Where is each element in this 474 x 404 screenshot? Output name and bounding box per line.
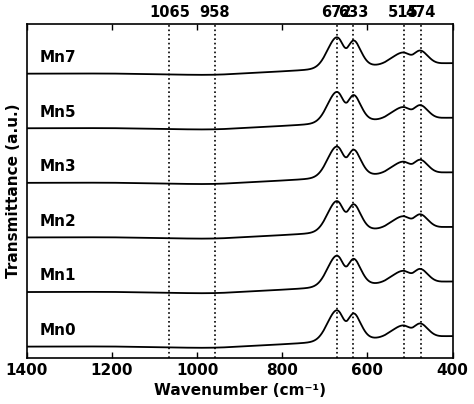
Text: 474: 474 [406, 5, 436, 20]
Text: Mn5: Mn5 [39, 105, 76, 120]
Text: Mn7: Mn7 [39, 50, 76, 65]
Text: 633: 633 [338, 5, 368, 20]
Text: Mn1: Mn1 [39, 268, 76, 284]
Y-axis label: Transmittance (a.u.): Transmittance (a.u.) [6, 103, 21, 278]
Text: Mn3: Mn3 [39, 159, 76, 174]
Text: Mn2: Mn2 [39, 214, 76, 229]
X-axis label: Wavenumber (cm⁻¹): Wavenumber (cm⁻¹) [154, 383, 326, 398]
Text: 515: 515 [388, 5, 419, 20]
Text: 958: 958 [200, 5, 230, 20]
Text: 672: 672 [321, 5, 352, 20]
Text: 1065: 1065 [149, 5, 190, 20]
Text: Mn0: Mn0 [39, 323, 76, 338]
